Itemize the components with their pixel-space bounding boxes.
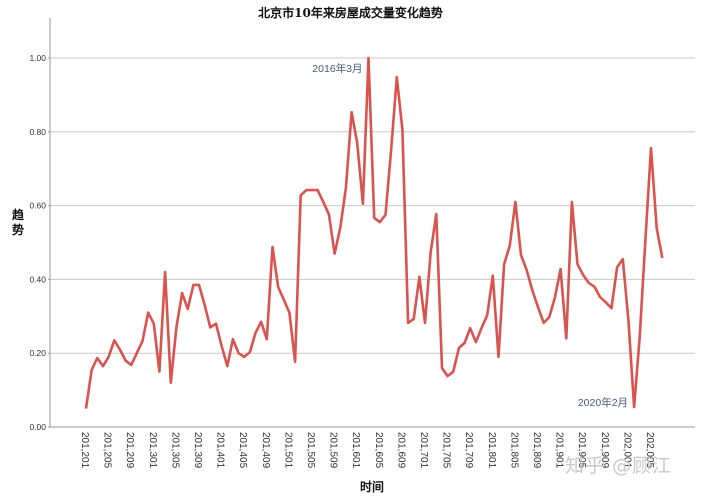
- x-axis-label: 时间: [360, 480, 385, 494]
- svg-text:201,401: 201,401: [215, 432, 226, 469]
- svg-text:201,909: 201,909: [599, 432, 610, 469]
- svg-text:201,805: 201,805: [508, 432, 519, 469]
- svg-text:201,409: 201,409: [260, 432, 271, 469]
- svg-text:2020年2月: 2020年2月: [578, 396, 628, 409]
- y-tick-labels: 0.00 0.20 0.40 0.60 0.80 1.00: [29, 53, 46, 432]
- y-axis-label: 趋势: [11, 208, 24, 237]
- trend-line: [84, 56, 664, 409]
- axes: [48, 18, 695, 428]
- svg-text:201,509: 201,509: [328, 432, 339, 469]
- svg-text:0.80: 0.80: [29, 127, 46, 137]
- annotations: 2016年3月 2020年2月: [312, 62, 628, 409]
- svg-text:201,309: 201,309: [192, 432, 203, 469]
- svg-text:1.00: 1.00: [29, 53, 46, 63]
- x-tick-labels: 201,201 201,205 201,209 201,301 201,305 201,3…: [79, 432, 655, 469]
- svg-text:201,601: 201,601: [350, 432, 361, 469]
- svg-text:201,705: 201,705: [441, 432, 452, 469]
- svg-text:201,901: 201,901: [554, 432, 565, 469]
- svg-text:0.40: 0.40: [29, 274, 46, 284]
- svg-text:201,905: 201,905: [576, 432, 587, 469]
- svg-text:202,001: 202,001: [621, 432, 632, 469]
- svg-text:201,809: 201,809: [531, 432, 542, 469]
- svg-text:201,701: 201,701: [418, 432, 429, 469]
- svg-text:0.00: 0.00: [29, 422, 46, 432]
- svg-text:201,609: 201,609: [395, 432, 406, 469]
- watermark: 知乎 @顾江: [565, 455, 673, 477]
- svg-text:201,201: 201,201: [79, 432, 90, 469]
- svg-text:0.60: 0.60: [29, 201, 46, 211]
- svg-text:201,301: 201,301: [147, 432, 158, 469]
- svg-text:2016年3月: 2016年3月: [312, 62, 362, 75]
- svg-text:201,405: 201,405: [237, 432, 248, 469]
- svg-text:201,801: 201,801: [486, 432, 497, 469]
- chart-title: 北京市10年来房屋成交量变化趋势: [258, 6, 443, 20]
- svg-text:201,605: 201,605: [373, 432, 384, 469]
- svg-text:0.20: 0.20: [29, 348, 46, 358]
- svg-text:201,305: 201,305: [169, 432, 180, 469]
- svg-text:201,505: 201,505: [305, 432, 316, 469]
- svg-text:201,709: 201,709: [463, 432, 474, 469]
- svg-text:201,501: 201,501: [282, 432, 293, 469]
- svg-text:201,209: 201,209: [124, 432, 135, 469]
- svg-text:201,205: 201,205: [102, 432, 113, 469]
- svg-text:202,005: 202,005: [644, 432, 655, 469]
